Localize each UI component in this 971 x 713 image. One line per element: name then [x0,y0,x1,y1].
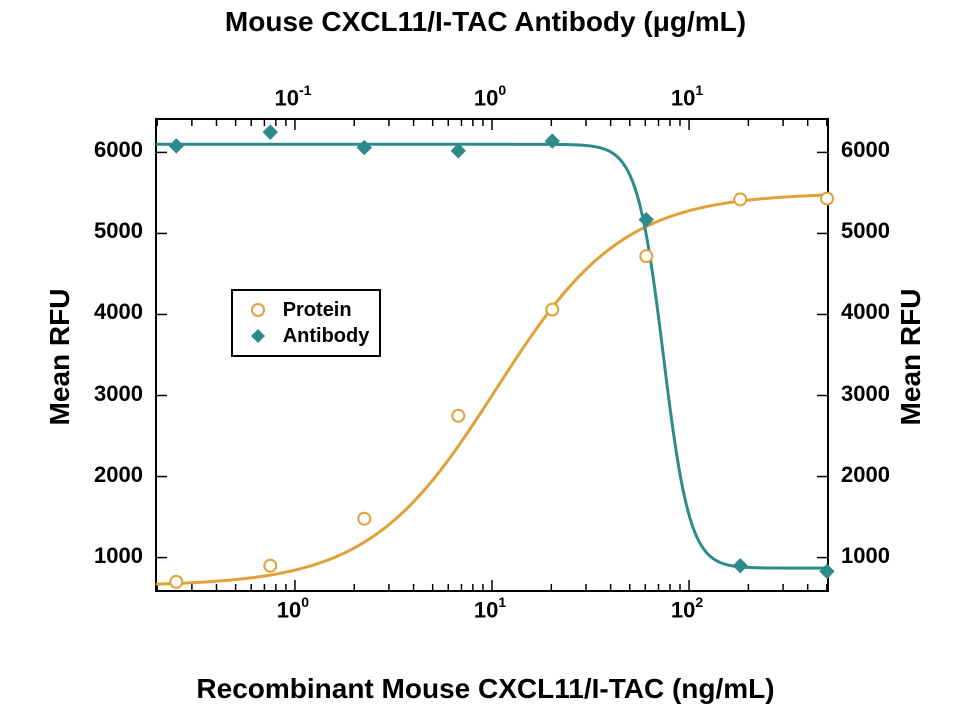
tick-label: 10-1 [274,84,311,111]
tick-label: 5000 [94,218,143,244]
tick-label: 5000 [841,218,890,244]
y-left-title: Mean RFU [44,257,76,457]
legend-label: Protein [283,299,352,322]
tick-label: 4000 [841,299,890,325]
legend-item: Antibody [243,323,370,349]
tick-label: 100 [474,84,506,111]
tick-label: 101 [474,596,506,623]
y-right-title: Mean RFU [895,257,927,457]
chart-container: { "chart": { "type": "line+scatter-dual-… [0,0,971,713]
tick-label: 1000 [94,543,143,569]
legend-item: Protein [243,297,370,323]
legend: Protein Antibody [231,289,382,357]
tick-label: 3000 [841,381,890,407]
bottom-axis-title: Recombinant Mouse CXCL11/I-TAC (ng/mL) [0,673,971,705]
tick-label: 6000 [841,137,890,163]
tick-label: 102 [671,596,703,623]
tick-label: 2000 [94,462,143,488]
plot-area: Protein Antibody [155,118,829,592]
tick-label: 3000 [94,381,143,407]
tick-label: 6000 [94,137,143,163]
tick-label: 2000 [841,462,890,488]
tick-label: 4000 [94,299,143,325]
legend-label: Antibody [283,325,370,348]
tick-label: 1000 [841,543,890,569]
top-title-text: Mouse CXCL11/I-TAC Antibody (μg/mL) [225,6,746,37]
tick-label: 101 [671,84,703,111]
tick-label: 100 [277,596,309,623]
top-axis-title: Mouse CXCL11/I-TAC Antibody (μg/mL) [0,6,971,38]
